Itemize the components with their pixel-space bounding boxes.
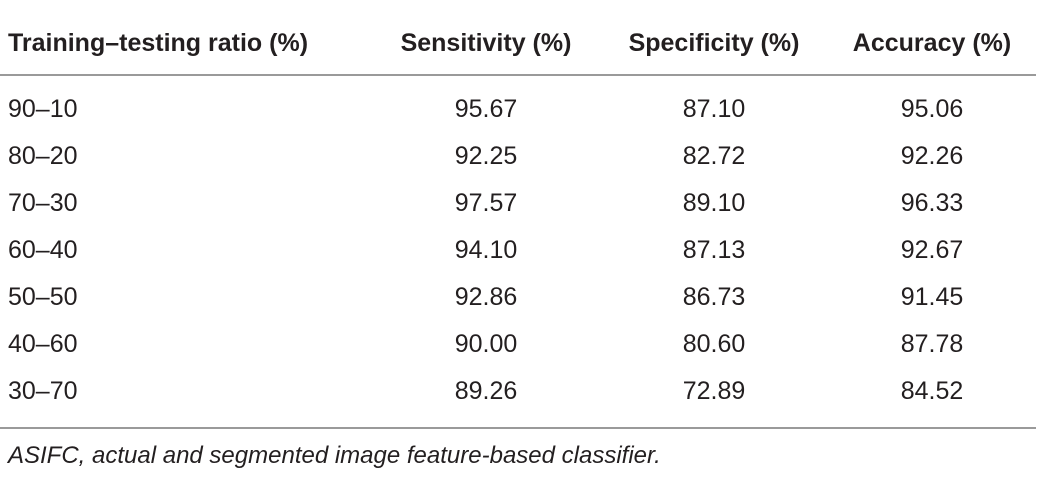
cell-ratio: 60–40 bbox=[8, 236, 78, 264]
cell-accuracy: 95.06 bbox=[900, 95, 964, 123]
cell-accuracy: 92.67 bbox=[900, 236, 964, 264]
cell-ratio: 80–20 bbox=[8, 142, 78, 170]
cell-ratio: 90–10 bbox=[8, 95, 78, 123]
header-ratio: Training–testing ratio (%) bbox=[0, 12, 372, 76]
table-row: 40–60 90.00 80.60 87.78 bbox=[0, 321, 1036, 368]
cell-specificity: 86.73 bbox=[682, 283, 746, 311]
cell-sensitivity: 97.57 bbox=[454, 189, 518, 217]
cell-sensitivity: 89.26 bbox=[454, 377, 518, 405]
table-row: 60–40 94.10 87.13 92.67 bbox=[0, 227, 1036, 274]
cell-ratio: 70–30 bbox=[8, 189, 78, 217]
cell-specificity: 89.10 bbox=[682, 189, 746, 217]
cell-sensitivity: 94.10 bbox=[454, 236, 518, 264]
cell-specificity: 72.89 bbox=[682, 377, 746, 405]
cell-sensitivity: 90.00 bbox=[454, 330, 518, 358]
header-sensitivity: Sensitivity (%) bbox=[372, 12, 600, 76]
cell-sensitivity: 92.25 bbox=[454, 142, 518, 170]
header-specificity: Specificity (%) bbox=[600, 12, 828, 76]
cell-ratio: 30–70 bbox=[8, 377, 78, 405]
cell-accuracy: 92.26 bbox=[900, 142, 964, 170]
header-accuracy: Accuracy (%) bbox=[828, 12, 1036, 76]
table-row: 70–30 97.57 89.10 96.33 bbox=[0, 180, 1036, 227]
cell-accuracy: 91.45 bbox=[900, 283, 964, 311]
cell-ratio: 40–60 bbox=[8, 330, 78, 358]
table-row: 50–50 92.86 86.73 91.45 bbox=[0, 274, 1036, 321]
results-table: Training–testing ratio (%) Sensitivity (… bbox=[0, 12, 1036, 415]
table-row: 30–70 89.26 72.89 84.52 bbox=[0, 368, 1036, 415]
table-footnote: ASIFC, actual and segmented image featur… bbox=[8, 442, 661, 469]
cell-accuracy: 87.78 bbox=[900, 330, 964, 358]
cell-specificity: 80.60 bbox=[682, 330, 746, 358]
table-row: 80–20 92.25 82.72 92.26 bbox=[0, 133, 1036, 180]
cell-specificity: 82.72 bbox=[682, 142, 746, 170]
table-bottom-rule bbox=[0, 427, 1036, 429]
table-row: 90–10 95.67 87.10 95.06 bbox=[0, 75, 1036, 133]
cell-specificity: 87.13 bbox=[682, 236, 746, 264]
cell-sensitivity: 92.86 bbox=[454, 283, 518, 311]
table-header-row: Training–testing ratio (%) Sensitivity (… bbox=[0, 12, 1036, 76]
cell-sensitivity: 95.67 bbox=[454, 95, 518, 123]
cell-accuracy: 96.33 bbox=[900, 189, 964, 217]
results-table-container: Training–testing ratio (%) Sensitivity (… bbox=[0, 12, 1036, 429]
cell-ratio: 50–50 bbox=[8, 283, 78, 311]
cell-accuracy: 84.52 bbox=[900, 377, 964, 405]
cell-specificity: 87.10 bbox=[682, 95, 746, 123]
